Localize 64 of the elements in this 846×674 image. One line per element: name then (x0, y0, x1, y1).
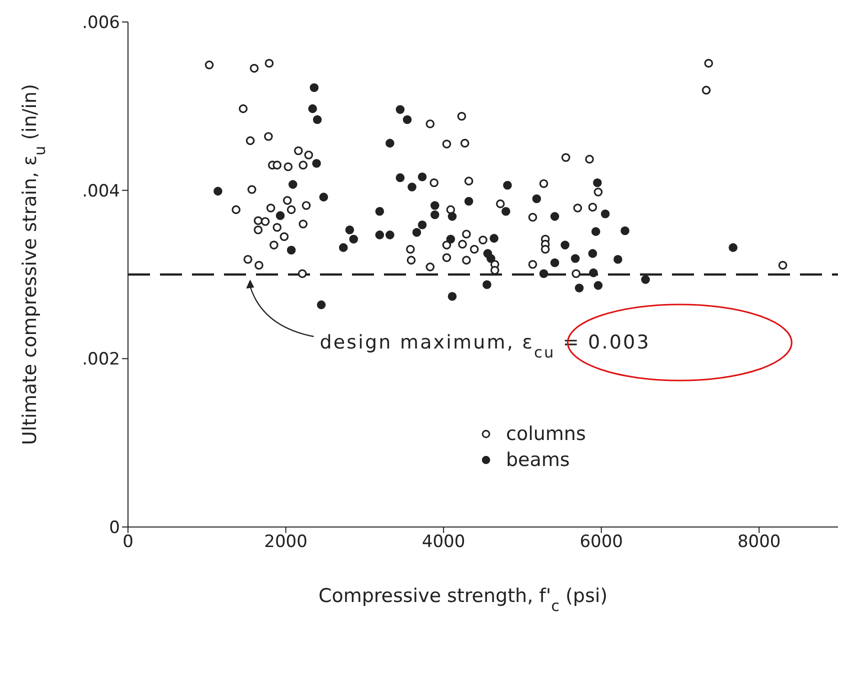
point (588, 249, 598, 258)
point (418, 172, 427, 182)
point (600, 210, 610, 218)
point (286, 246, 296, 254)
point (375, 230, 384, 240)
point (386, 138, 394, 148)
point (728, 243, 738, 252)
x-axis-title: Compressive strength, f'$_{c}$ (psi) (318, 585, 608, 615)
point (620, 226, 630, 236)
point (570, 254, 580, 263)
point (412, 228, 422, 237)
point (310, 83, 319, 92)
point (532, 194, 542, 204)
point (501, 206, 510, 216)
point (550, 258, 560, 268)
point (319, 192, 328, 202)
point (574, 284, 584, 292)
point (396, 173, 405, 182)
point (338, 243, 348, 252)
point (594, 281, 603, 290)
point (589, 268, 598, 278)
point (375, 206, 384, 216)
legend-label: beams (506, 449, 570, 471)
x-tick-label: 8000 (737, 532, 781, 552)
point (214, 186, 222, 196)
point (448, 292, 457, 301)
x-tick-label: 4000 (422, 532, 466, 552)
point (448, 212, 457, 221)
point (591, 227, 600, 236)
point (396, 105, 405, 114)
point (464, 196, 474, 206)
point (430, 210, 440, 220)
x-tick-label: 6000 (580, 532, 623, 552)
x-tick-label: 0 (122, 532, 134, 552)
point (490, 234, 498, 243)
point (486, 254, 496, 263)
y-tick-label: .006 (82, 13, 120, 34)
x-tick-label: 2000 (264, 532, 308, 552)
point (402, 115, 412, 124)
point (408, 182, 416, 192)
point (482, 280, 492, 289)
point (418, 220, 427, 230)
point (312, 159, 321, 168)
point (641, 275, 650, 284)
point (386, 230, 394, 240)
y-tick-label: .002 (82, 350, 120, 370)
point (539, 269, 548, 278)
point (349, 234, 358, 244)
legend-label: columns (506, 423, 586, 445)
point (503, 180, 512, 190)
point (614, 254, 622, 264)
point (560, 240, 570, 250)
point (592, 178, 602, 188)
point (345, 225, 354, 234)
point (312, 115, 322, 124)
y-tick-label: .004 (82, 181, 120, 202)
y-tick-label: 0 (109, 518, 120, 538)
point (276, 211, 285, 220)
point (308, 104, 317, 114)
point (430, 201, 440, 210)
point (316, 300, 326, 310)
point (288, 180, 298, 189)
point (550, 212, 560, 221)
point (446, 234, 456, 244)
